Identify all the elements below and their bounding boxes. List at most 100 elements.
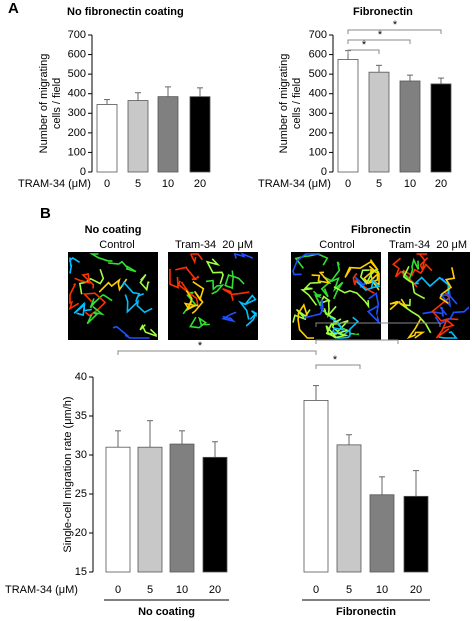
cell-track <box>124 294 153 314</box>
bar <box>169 443 195 573</box>
image-label: Tram-34 20 μM <box>175 239 253 251</box>
significance-label: * <box>378 29 383 41</box>
bar <box>127 100 149 173</box>
cell-track <box>189 253 204 265</box>
x-tick-label: 10 <box>376 584 388 596</box>
x-tick-label: 5 <box>135 178 141 190</box>
cell-track <box>303 299 324 319</box>
cell-track <box>224 270 245 290</box>
x-tick-label: 5 <box>346 584 352 596</box>
cell-track <box>222 288 250 301</box>
cell-track <box>402 265 426 300</box>
y-tick-label: 100 <box>68 146 86 158</box>
cell-track <box>221 311 237 323</box>
x-tick-label: 10 <box>404 178 416 190</box>
cell-track <box>413 276 450 295</box>
bar <box>303 399 329 573</box>
significance-label: * <box>393 19 398 31</box>
y-axis-label: Single-cell migration rate (μm/h) <box>62 396 74 552</box>
y-tick-label: 600 <box>68 48 86 60</box>
y-tick-label: 300 <box>68 107 86 119</box>
cell-track <box>402 263 433 277</box>
y-tick-label: 0 <box>80 166 86 178</box>
x-tick-label: 0 <box>115 584 121 596</box>
cell-track <box>294 253 329 269</box>
y-tick-label: 40 <box>75 371 87 383</box>
cell-track <box>438 331 458 339</box>
cell-track <box>139 273 150 292</box>
cell-track <box>69 257 81 274</box>
cell-track <box>336 316 360 339</box>
bar <box>96 104 118 173</box>
panel-label: A <box>8 0 19 17</box>
significance-bracket <box>347 29 442 34</box>
chart-title: Fibronectin <box>353 6 413 18</box>
bar <box>137 446 163 573</box>
cell-track <box>292 308 311 323</box>
cell-track <box>68 283 80 311</box>
bar <box>337 59 359 173</box>
cell-track <box>366 292 380 325</box>
cell-track <box>73 301 92 317</box>
cell-track <box>98 277 128 293</box>
bar <box>368 71 390 173</box>
cell-track <box>406 318 426 340</box>
significance-label: * <box>362 39 367 51</box>
y-axis-label: Number of migrating <box>38 54 50 154</box>
x-tick-label: 20 <box>209 584 221 596</box>
cell-track <box>233 252 254 259</box>
image-group-title: Fibronectin <box>351 224 411 236</box>
cell-track <box>352 272 375 294</box>
x-tick-label: 0 <box>104 178 110 190</box>
panel-label: B <box>40 205 51 222</box>
significance-bracket <box>347 49 380 54</box>
x-tick-label: 5 <box>147 584 153 596</box>
bar <box>105 446 131 573</box>
y-tick-label: 20 <box>75 527 87 539</box>
cell-track <box>320 261 341 298</box>
image-label: Control <box>99 239 134 251</box>
cell-track <box>311 271 332 284</box>
y-tick-label: 600 <box>309 48 327 60</box>
cell-track <box>175 266 200 281</box>
track-image <box>168 252 258 340</box>
significance-bracket <box>117 350 317 355</box>
y-tick-label: 200 <box>68 127 86 139</box>
significance-label: * <box>374 312 379 324</box>
cell-track <box>139 324 157 338</box>
cell-track <box>356 278 381 292</box>
y-tick-label: 35 <box>75 410 87 422</box>
track-image <box>68 252 158 340</box>
cell-track <box>323 308 349 333</box>
x-tick-label: 0 <box>345 178 351 190</box>
cell-track <box>363 265 379 285</box>
cell-track <box>300 281 322 306</box>
significance-bracket <box>315 322 441 327</box>
cell-track <box>205 279 225 295</box>
image-group-title: No coating <box>85 224 142 236</box>
y-tick-label: 300 <box>309 107 327 119</box>
bar <box>157 96 179 173</box>
cell-track <box>359 268 380 285</box>
y-tick-label: 15 <box>75 566 87 578</box>
significance-label: * <box>198 340 203 352</box>
y-tick-label: 500 <box>68 68 86 80</box>
x-tick-label: 10 <box>176 584 188 596</box>
cell-track <box>183 290 199 312</box>
y-tick-label: 30 <box>75 449 87 461</box>
cell-track <box>74 273 95 289</box>
x-tick-label: 5 <box>376 178 382 190</box>
cell-track <box>205 258 224 285</box>
significance-label: * <box>333 354 338 366</box>
bar <box>369 494 395 573</box>
cell-track <box>297 303 315 339</box>
cell-track <box>121 281 144 303</box>
y-tick-label: 0 <box>321 166 327 178</box>
significance-bracket <box>315 339 399 344</box>
y-tick-label: 700 <box>68 29 86 41</box>
cell-track <box>169 268 179 289</box>
cell-track <box>312 290 323 307</box>
y-tick-label: 100 <box>309 146 327 158</box>
y-axis-label: cells / field <box>51 78 63 129</box>
